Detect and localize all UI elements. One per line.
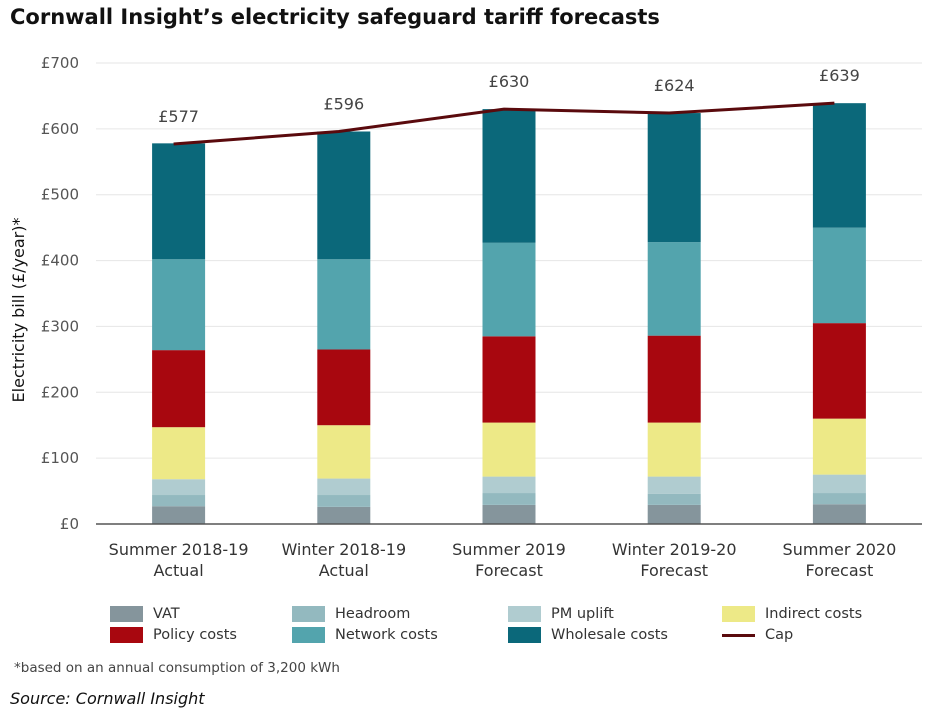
bar-segment-network-costs: [152, 259, 206, 351]
bar-segment-network-costs: [647, 242, 701, 336]
x-tick-label: Winter 2019-20: [612, 540, 737, 559]
x-tick-labels: Summer 2018-19 Actual Winter 2018-19 Actual…: [109, 540, 897, 580]
legend-label: Indirect costs: [765, 606, 863, 622]
bar-segment-headroom: [482, 493, 536, 505]
bar-segment-wholesale-costs: [812, 103, 866, 228]
cap-value-label: £624: [654, 76, 695, 95]
y-tick-label: £500: [41, 186, 79, 204]
cap-value-label: £639: [819, 66, 860, 85]
x-tick-label: Forecast: [640, 561, 708, 580]
x-tick-label: Forecast: [475, 561, 543, 580]
chart-title: Cornwall Insight’s electricity safeguard…: [10, 5, 660, 29]
legend-item: Indirect costs: [722, 605, 922, 623]
legend-item: PM uplift: [508, 605, 722, 623]
bar-segment-pm-uplift: [152, 479, 206, 496]
legend-swatch: [508, 627, 541, 643]
legend-swatch: [292, 627, 325, 643]
cap-value-label: £577: [158, 107, 199, 126]
legend-item: VAT: [110, 605, 292, 623]
bar-segment-policy-costs: [152, 350, 206, 428]
legend-item: Policy costs: [110, 626, 292, 644]
bar-segment-wholesale-costs: [152, 143, 206, 260]
legend-swatch: [722, 606, 755, 622]
legend: VAT Headroom PM uplift Indirect costs Policy…: [110, 605, 930, 644]
legend-label: Policy costs: [153, 627, 237, 643]
legend-swatch: [110, 627, 143, 643]
x-tick-label: Summer 2018-19: [109, 540, 249, 559]
bar-segment-pm-uplift: [317, 478, 371, 496]
cap-value-labels: £577 £596 £630 £624 £639: [158, 66, 860, 126]
x-tick-label: Winter 2018-19: [281, 540, 406, 559]
x-tick-label: Forecast: [806, 561, 874, 580]
stacked-bar-chart: £0 £100 £200 £300 £400 £500 £600 £700 Electrici…: [9, 54, 922, 580]
legend-label: Headroom: [335, 606, 411, 622]
bar-segment-policy-costs: [647, 335, 701, 423]
bar-segment-vat: [317, 506, 371, 524]
y-tick-label: £0: [60, 515, 79, 533]
legend-label: Cap: [765, 627, 794, 643]
x-tick-label: Actual: [319, 561, 369, 580]
bar-segment-vat: [647, 504, 701, 524]
legend-swatch: [110, 606, 143, 622]
y-tick-labels: £0 £100 £200 £300 £400 £500 £600 £700: [41, 54, 79, 533]
cap-line: [173, 101, 835, 146]
bar-segment-policy-costs: [317, 349, 371, 426]
bar-segment-headroom: [152, 495, 206, 507]
x-tick-label: Summer 2019: [452, 540, 566, 559]
bar-segment-vat: [812, 504, 866, 524]
legend-item: Network costs: [292, 626, 508, 644]
cap-value-label: £596: [323, 94, 364, 113]
bar-segment-policy-costs: [812, 323, 866, 419]
bar-segment-network-costs: [317, 259, 371, 350]
bar-segment-pm-uplift: [812, 474, 866, 494]
y-axis-label: Electricity bill (£/year)*: [9, 218, 28, 403]
y-tick-label: £400: [41, 252, 79, 270]
bar-segment-headroom: [647, 493, 701, 505]
legend-label: PM uplift: [551, 606, 614, 622]
cap-value-label: £630: [489, 72, 530, 91]
bar-segment-wholesale-costs: [647, 113, 701, 243]
legend-item: Wholesale costs: [508, 626, 722, 644]
bar-segment-wholesale-costs: [482, 109, 536, 243]
y-tick-label: £100: [41, 449, 79, 467]
bar-segment-network-costs: [482, 242, 536, 337]
legend-item: Headroom: [292, 605, 508, 623]
legend-swatch: [292, 606, 325, 622]
bar-segment-headroom: [812, 493, 866, 505]
legend-label: Wholesale costs: [551, 627, 668, 643]
bar-segment-pm-uplift: [482, 476, 536, 494]
bar-segment-network-costs: [812, 227, 866, 324]
bar-segment-vat: [152, 506, 206, 524]
bar-segment-headroom: [317, 495, 371, 507]
bar-segment-pm-uplift: [647, 476, 701, 494]
y-tick-label: £200: [41, 383, 79, 401]
bar-segment-vat: [482, 504, 536, 524]
bar-segment-indirect-costs: [812, 418, 866, 475]
bar-segment-policy-costs: [482, 336, 536, 423]
bar-segment-indirect-costs: [647, 422, 701, 477]
y-tick-label: £600: [41, 120, 79, 138]
bar-segment-wholesale-costs: [317, 131, 371, 260]
legend-swatch: [508, 606, 541, 622]
y-tick-label: £300: [41, 317, 79, 335]
bar-segment-indirect-costs: [152, 427, 206, 480]
bars: [152, 103, 866, 524]
legend-label: VAT: [153, 606, 180, 622]
bar-segment-indirect-costs: [317, 425, 371, 479]
x-tick-label: Summer 2020: [783, 540, 897, 559]
footnote: *based on an annual consumption of 3,200…: [14, 660, 340, 676]
legend-label: Network costs: [335, 627, 438, 643]
legend-item: Cap: [722, 626, 922, 644]
source-note: Source: Cornwall Insight: [10, 689, 205, 708]
x-tick-label: Actual: [154, 561, 204, 580]
y-tick-label: £700: [41, 54, 79, 72]
legend-swatch: [722, 633, 755, 637]
bar-segment-indirect-costs: [482, 422, 536, 477]
